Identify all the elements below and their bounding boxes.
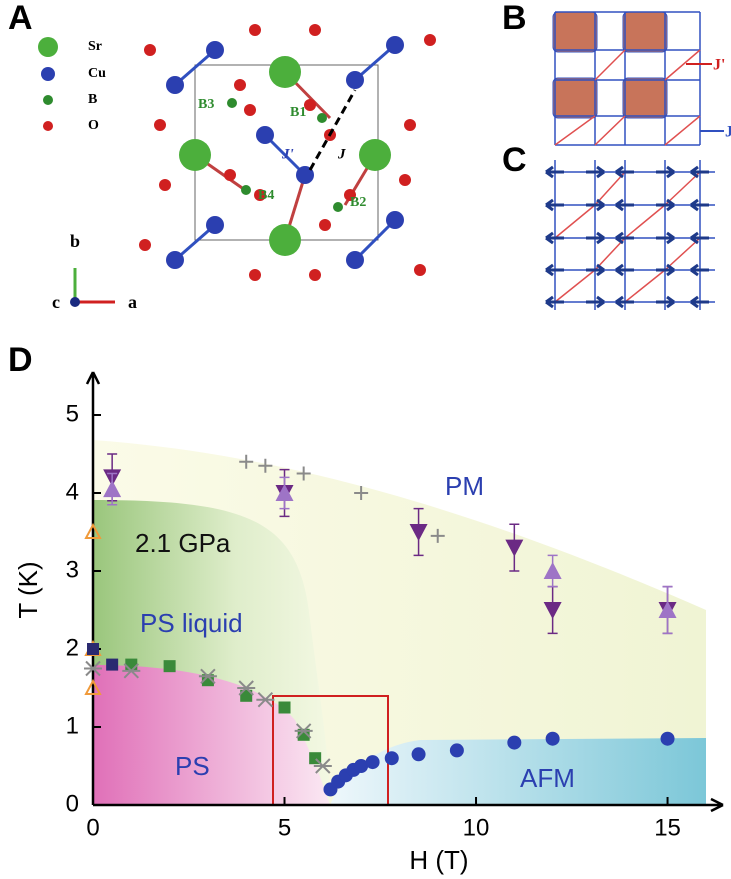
legend-cu (41, 67, 55, 81)
marker (507, 736, 521, 750)
axis-name: c (52, 292, 60, 312)
figure: A Sr Cu B O B3 B1 B4 B2 J' J b c a B (0, 0, 731, 879)
panel-d: D 0 5 10 15 0 1 2 3 4 5 H (T) T (K) 2.1 GPa PS liquid… (8, 341, 723, 875)
panel-b: B J' J (502, 0, 731, 145)
marker (450, 743, 464, 757)
marker (125, 659, 137, 671)
marker (385, 751, 399, 765)
dimer (553, 78, 597, 118)
legend-label: B (88, 92, 97, 107)
dimer (553, 12, 597, 52)
marker (164, 660, 176, 672)
annotation: PS (175, 751, 210, 781)
legend-label: Sr (88, 39, 102, 54)
y-tick-label: 2 (66, 634, 79, 661)
marker (87, 643, 99, 655)
marker (412, 747, 426, 761)
marker (279, 702, 291, 714)
legend-label: Cu (88, 66, 106, 81)
y-tick-label: 0 (66, 790, 79, 817)
axis-c (70, 297, 80, 307)
spins (546, 167, 709, 307)
marker (661, 732, 675, 746)
j-bond (310, 90, 355, 170)
y-axis-label: T (K) (13, 561, 43, 618)
y-tick-label: 4 (66, 478, 79, 505)
panel-c: C (502, 141, 715, 310)
x-tick-label: 15 (654, 814, 681, 841)
dimer (623, 12, 667, 52)
site-label: B3 (198, 97, 214, 112)
legend-o (43, 121, 53, 131)
marker (106, 659, 118, 671)
panel-a: A Sr Cu B O B3 B1 B4 B2 J' J b c a (8, 0, 436, 312)
site-label: B4 (258, 188, 274, 203)
legend-sr (38, 37, 58, 57)
x-tick-label: 10 (463, 814, 490, 841)
panel-label: B (502, 0, 527, 37)
annotation: 2.1 GPa (135, 528, 231, 558)
site-label: B2 (350, 195, 366, 210)
coupling-label: J' (713, 57, 725, 74)
legend-label: O (88, 118, 99, 133)
x-tick-label: 5 (278, 814, 291, 841)
panel-label: C (502, 141, 527, 179)
x-axis-label: H (T) (409, 845, 468, 875)
annotation: PM (445, 471, 484, 501)
legend-b (43, 95, 53, 105)
y-tick-label: 3 (66, 556, 79, 583)
annotation: AFM (520, 763, 575, 793)
y-tick-label: 1 (66, 712, 79, 739)
axis-name: a (128, 292, 137, 312)
dimer (623, 78, 667, 118)
x-tick-label: 0 (86, 814, 99, 841)
axis-name: b (70, 231, 80, 251)
marker (366, 755, 380, 769)
panel-label: D (8, 341, 33, 379)
panel-label: A (8, 0, 33, 37)
y-tick-label: 5 (66, 400, 79, 427)
coupling-label: J (337, 146, 346, 162)
coupling-label: J (725, 124, 731, 141)
site-label: B1 (290, 105, 306, 120)
coupling-label: J' (281, 146, 294, 162)
annotation: PS liquid (140, 608, 243, 638)
marker (546, 732, 560, 746)
